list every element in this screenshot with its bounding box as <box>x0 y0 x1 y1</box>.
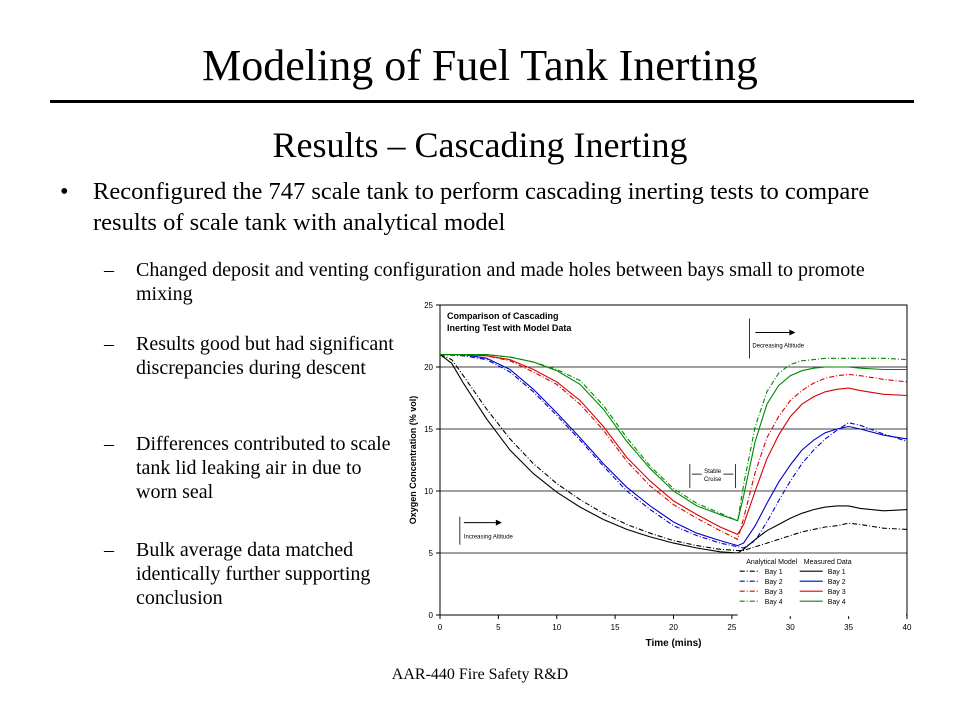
annotation-text: Cruise <box>704 477 722 483</box>
annotation-arrowhead <box>789 329 796 336</box>
series-line <box>439 354 908 552</box>
legend-header: Analytical Model <box>746 559 797 566</box>
x-tick-label: 35 <box>844 623 853 632</box>
legend-header: Measured Data <box>804 559 852 566</box>
y-tick-label: 25 <box>424 301 433 310</box>
bullet-marker: • <box>60 178 69 205</box>
x-tick-label: 20 <box>669 623 678 632</box>
x-tick-label: 30 <box>786 623 795 632</box>
legend-label: Bay 4 <box>828 599 846 606</box>
x-tick-label: 40 <box>903 623 912 632</box>
legend-label: Bay 3 <box>765 589 783 596</box>
legend-label: Bay 4 <box>765 599 783 606</box>
dash-marker: – <box>104 539 114 561</box>
y-tick-label: 10 <box>424 487 433 496</box>
subpoint-text: Bulk average data matched identically fu… <box>136 539 371 609</box>
slide-footer: AAR-440 Fire Safety R&D <box>391 666 569 683</box>
subpoint-text: Differences contributed to scale tank li… <box>136 433 391 503</box>
series-line <box>439 354 908 554</box>
dash-marker: – <box>104 333 114 355</box>
series-line <box>440 354 908 541</box>
series-line <box>440 354 907 522</box>
annotation-arrowhead <box>495 519 502 526</box>
y-tick-label: 20 <box>424 363 433 372</box>
legend-label: Bay 2 <box>828 579 846 586</box>
x-tick-label: 5 <box>496 623 501 632</box>
legend-box <box>737 556 906 617</box>
subpoint-text: Changed deposit and venting configuratio… <box>136 259 865 305</box>
series-line <box>440 354 908 536</box>
chart-title: Inerting Test with Model Data <box>447 323 572 333</box>
x-tick-label: 0 <box>438 623 443 632</box>
y-axis-title: Oxygen Concentration (% vol) <box>408 396 418 525</box>
dash-marker: – <box>104 259 114 281</box>
legend-label: Bay 1 <box>828 569 846 576</box>
y-tick-label: 0 <box>429 611 434 620</box>
slide-subtitle: Results – Cascading Inerting <box>272 125 688 165</box>
x-tick-label: 15 <box>611 623 620 632</box>
legend-label: Bay 2 <box>765 579 783 586</box>
annotation-text: Increasing Altitude <box>464 535 514 541</box>
slide-title: Modeling of Fuel Tank Inerting <box>202 41 758 90</box>
annotation-text: Stable <box>704 469 722 475</box>
chart-title: Comparison of Cascading <box>447 311 559 321</box>
legend-label: Bay 1 <box>765 569 783 576</box>
subpoint-text: Results good but had significant discrep… <box>136 333 394 379</box>
dash-marker: – <box>104 433 114 455</box>
y-tick-label: 15 <box>424 425 433 434</box>
x-axis-title: Time (mins) <box>646 638 702 649</box>
legend-label: Bay 3 <box>828 589 846 596</box>
series-line <box>440 354 908 547</box>
y-tick-label: 5 <box>429 549 434 558</box>
x-tick-label: 10 <box>552 623 561 632</box>
oxygen-concentration-chart: 0 5 10 15 20 25 0 5 10 15 20 25 30 35 40 Time (mins) Oxy… <box>408 301 912 649</box>
annotation-text: Decreasing Altitude <box>752 343 804 349</box>
title-divider <box>50 100 914 103</box>
x-tick-label: 25 <box>727 623 736 632</box>
main-bullet-text: Reconfigured the 747 scale tank to perfo… <box>93 178 870 236</box>
